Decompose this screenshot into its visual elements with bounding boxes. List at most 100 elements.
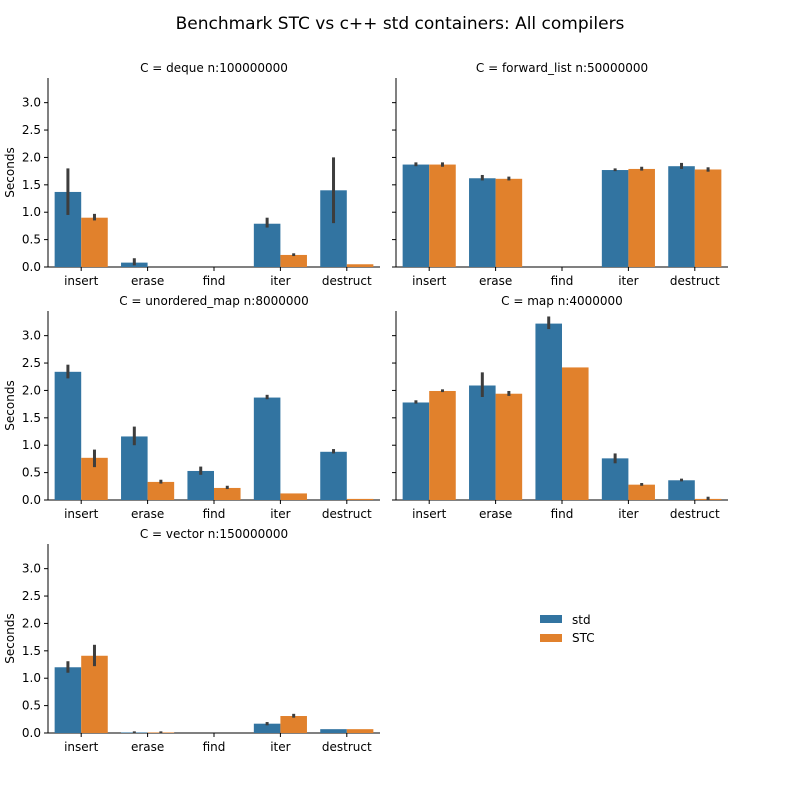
bar-stc-destruct [346,264,374,267]
bar-stc-erase [495,393,523,500]
bar-stc-insert [429,390,456,500]
bar-stc-erase [147,481,175,500]
y-tick-label: 2.0 [22,150,41,164]
y-tick-label: 3.0 [22,96,41,110]
x-tick-label: erase [131,740,164,754]
x-tick-label: erase [479,507,512,521]
x-tick-label: iter [618,507,638,521]
bar-std-erase [469,178,496,267]
subplot-2: C = forward_list n:50000000 insert erase fi… [392,61,728,288]
bar-std-find [187,470,214,500]
bar-stc-iter [280,254,307,267]
bar-stc-iter [280,716,307,733]
subplot-5: C = vector n:150000000 0.0 0.5 1.0 1.5 2.0 2.5… [3,527,380,754]
legend-label-std: std [572,613,591,627]
subplot-title: C = vector n:150000000 [140,527,288,541]
y-tick-label: 0.5 [22,233,41,247]
x-tick-label: erase [479,274,512,288]
bar-stc-insert [81,655,108,733]
x-tick-label: insert [64,740,99,754]
subplot-grid: C = deque n:100000000 0.0 0.5 1.0 1.5 2.0 2.5 3… [3,61,728,754]
x-tick-label: destruct [322,274,372,288]
bar-std-erase [469,385,496,500]
y-tick-label: 2.5 [22,123,41,137]
x-tick-label: erase [131,274,164,288]
x-tick-label: iter [270,274,290,288]
bar-stc-insert [429,164,456,267]
y-tick-label: 1.0 [22,671,41,685]
y-tick-label: 1.5 [22,411,41,425]
y-tick-label: 3.0 [22,562,41,576]
x-tick-label: destruct [322,740,372,754]
legend: std STC [540,613,595,645]
bar-std-destruct [320,729,347,733]
bar-std-insert [402,402,430,500]
y-axis-label: Seconds [3,613,17,663]
subplot-title: C = deque n:100000000 [140,61,288,75]
bar-stc-find [562,367,589,500]
bar-stc-iter [628,484,655,500]
bar-std-iter [253,223,281,267]
bar-stc-destruct [346,729,374,733]
y-tick-label: 2.0 [22,383,41,397]
bar-stc-iter [628,168,655,267]
bar-std-insert [402,164,430,267]
bar-std-insert [54,371,82,500]
bar-std-destruct [668,480,695,500]
bar-std-iter [253,723,281,733]
y-tick-label: 0.5 [22,699,41,713]
bar-stc-destruct [346,498,374,500]
bar-stc-find [214,487,241,500]
x-tick-label: destruct [322,507,372,521]
legend-swatch-std [540,615,562,623]
subplot-title: C = unordered_map n:8000000 [119,294,309,308]
bar-std-insert [54,667,82,733]
y-tick-label: 2.5 [22,589,41,603]
x-tick-label: find [203,507,226,521]
y-tick-label: 1.0 [22,438,41,452]
x-tick-label: iter [270,740,290,754]
subplot-title: C = forward_list n:50000000 [476,61,648,75]
subplot-title: C = map n:4000000 [501,294,623,308]
y-tick-label: 0.0 [22,493,41,507]
bar-stc-destruct [694,169,722,267]
x-tick-label: find [203,274,226,288]
y-tick-label: 0.0 [22,726,41,740]
y-tick-label: 2.0 [22,616,41,630]
y-tick-label: 2.5 [22,356,41,370]
bar-std-find [535,323,562,500]
subplot-1: C = deque n:100000000 0.0 0.5 1.0 1.5 2.0 2.5 3… [3,61,380,288]
bar-std-iter [601,458,629,500]
x-tick-label: destruct [670,274,720,288]
legend-label-stc: STC [572,631,595,645]
subplot-4: C = map n:4000000 insert erase find iter dest… [392,294,728,521]
bar-std-erase [121,436,148,500]
bar-std-destruct [668,166,695,267]
x-tick-label: insert [64,507,99,521]
x-tick-label: iter [270,507,290,521]
y-axis-label: Seconds [3,380,17,430]
bar-std-iter [253,397,281,500]
x-tick-label: find [203,740,226,754]
x-tick-label: insert [64,274,99,288]
x-tick-label: find [551,274,574,288]
x-tick-label: insert [412,274,447,288]
bar-stc-iter [280,493,307,500]
figure-title: Benchmark STC vs c++ std containers: All… [176,14,625,34]
bar-stc-erase [495,178,523,267]
x-tick-label: iter [618,274,638,288]
bar-std-destruct [320,451,347,500]
bar-stc-insert [81,217,108,267]
y-tick-label: 0.0 [22,260,41,274]
y-tick-label: 3.0 [22,329,41,343]
subplot-3: C = unordered_map n:8000000 0.0 0.5 1.0 1.5 2… [3,294,380,521]
y-tick-label: 1.5 [22,178,41,192]
bar-std-iter [601,170,629,267]
y-axis-label: Seconds [3,147,17,197]
x-tick-label: destruct [670,507,720,521]
x-tick-label: erase [131,507,164,521]
y-tick-label: 0.5 [22,466,41,480]
y-tick-label: 1.5 [22,644,41,658]
x-tick-label: find [551,507,574,521]
